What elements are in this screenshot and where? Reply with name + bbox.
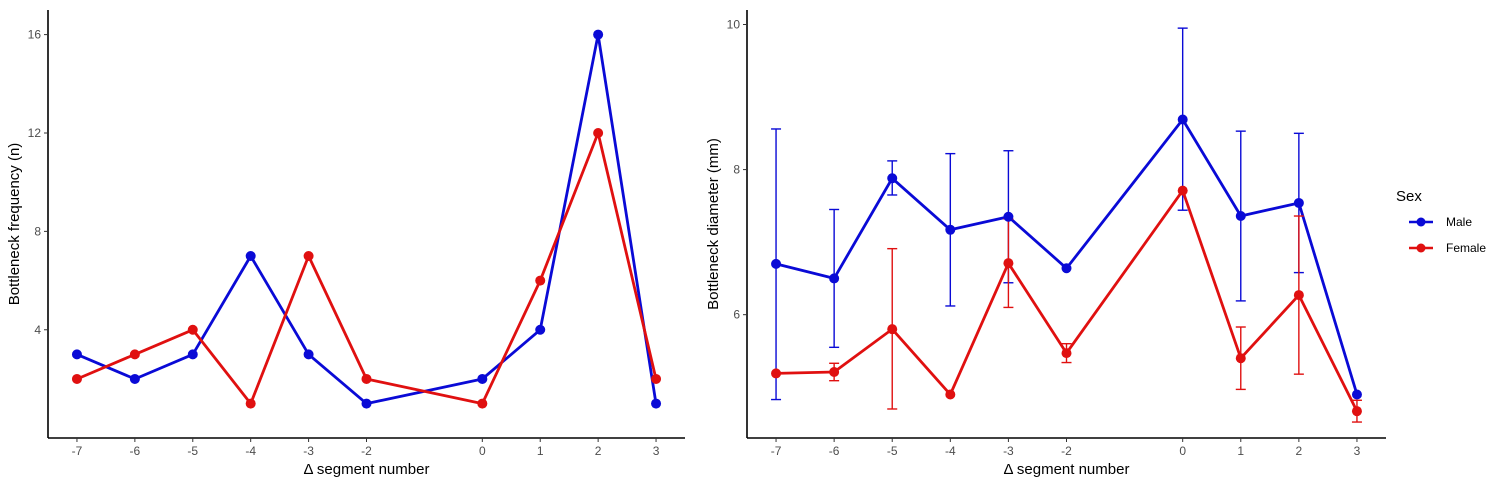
x-tick-label: -7 bbox=[72, 444, 83, 458]
data-point-male bbox=[129, 373, 140, 384]
x-tick-label: -3 bbox=[303, 444, 314, 458]
x-tick-label: -6 bbox=[130, 444, 141, 458]
data-point-female bbox=[245, 398, 256, 409]
series-line-male bbox=[775, 118, 1359, 395]
data-point-female bbox=[1003, 258, 1014, 269]
x-tick-label: 2 bbox=[595, 444, 602, 458]
data-point-female bbox=[1061, 348, 1072, 359]
y-tick-label: 10 bbox=[727, 18, 741, 32]
data-point-female bbox=[187, 324, 198, 335]
data-point-female bbox=[361, 373, 372, 384]
data-point-female bbox=[829, 366, 840, 377]
y-tick-label: 8 bbox=[34, 224, 41, 238]
data-point-female bbox=[945, 389, 956, 400]
chart-legend: Sex Male Female bbox=[1396, 188, 1486, 255]
x-tick-label: 3 bbox=[653, 444, 660, 458]
y-axis-title: Bottleneck frequency (n) bbox=[6, 143, 23, 306]
data-point-male bbox=[535, 324, 546, 335]
data-point-male bbox=[771, 258, 782, 269]
y-tick-label: 8 bbox=[733, 163, 740, 177]
data-point-female bbox=[477, 398, 488, 409]
data-point-female bbox=[71, 373, 82, 384]
data-point-female bbox=[129, 349, 140, 360]
series-line-male bbox=[76, 33, 658, 406]
x-tick-label: -4 bbox=[945, 444, 956, 458]
x-tick-label: -6 bbox=[829, 444, 840, 458]
x-tick-label: 1 bbox=[537, 444, 544, 458]
y-tick-label: 16 bbox=[28, 28, 42, 42]
x-tick-label: 0 bbox=[479, 444, 486, 458]
data-point-female bbox=[593, 127, 604, 138]
x-tick-label: 0 bbox=[1179, 444, 1186, 458]
data-point-male bbox=[71, 349, 82, 360]
series-line-female bbox=[76, 131, 658, 406]
data-point-male bbox=[245, 250, 256, 261]
data-point-male bbox=[303, 349, 314, 360]
data-point-male bbox=[1177, 114, 1188, 125]
legend-label-female: Female bbox=[1446, 241, 1486, 255]
data-point-female bbox=[535, 275, 546, 286]
data-point-male bbox=[1351, 389, 1362, 400]
x-tick-label: -5 bbox=[887, 444, 898, 458]
data-point-female bbox=[1351, 406, 1362, 417]
legend-label-male: Male bbox=[1446, 215, 1472, 229]
x-tick-label: 1 bbox=[1237, 444, 1244, 458]
data-point-male bbox=[829, 273, 840, 284]
data-point-male bbox=[651, 398, 662, 409]
legend-key-point-female bbox=[1416, 243, 1426, 253]
x-tick-label: -5 bbox=[187, 444, 198, 458]
y-tick-label: 6 bbox=[733, 308, 740, 322]
x-tick-label: -2 bbox=[361, 444, 372, 458]
data-point-male bbox=[1061, 263, 1072, 274]
legend-title: Sex bbox=[1396, 188, 1422, 205]
x-tick-label: 3 bbox=[1354, 444, 1361, 458]
y-tick-label: 4 bbox=[34, 323, 41, 337]
x-axis-title: Δ segment number bbox=[1004, 461, 1130, 478]
x-tick-label: -2 bbox=[1061, 444, 1072, 458]
x-tick-label: 2 bbox=[1296, 444, 1303, 458]
data-point-male bbox=[361, 398, 372, 409]
data-point-male bbox=[593, 29, 604, 40]
x-tick-label: -3 bbox=[1003, 444, 1014, 458]
y-axis-title: Bottleneck diameter (mm) bbox=[705, 138, 722, 310]
data-point-female bbox=[1177, 185, 1188, 196]
data-point-female bbox=[1293, 290, 1304, 301]
data-point-female bbox=[771, 368, 782, 379]
x-tick-label: -4 bbox=[245, 444, 256, 458]
x-tick-label: -7 bbox=[771, 444, 782, 458]
data-point-male bbox=[945, 224, 956, 235]
data-point-female bbox=[303, 250, 314, 261]
chart-panel-bottleneck-diameter: -7 -6 -5 -4 -3 -2 0 1 2 3 6 8 10 Δ segment number Bott… bbox=[705, 10, 1386, 478]
data-point-male bbox=[477, 373, 488, 384]
data-point-female bbox=[1235, 353, 1246, 364]
data-point-female bbox=[651, 373, 662, 384]
y-tick-label: 12 bbox=[28, 126, 42, 140]
data-point-male bbox=[1003, 211, 1014, 222]
data-point-male bbox=[1293, 197, 1304, 208]
x-axis-title: Δ segment number bbox=[304, 461, 430, 478]
data-point-male bbox=[187, 349, 198, 360]
data-point-female bbox=[887, 324, 898, 335]
legend-key-point-male bbox=[1416, 217, 1426, 227]
series-line-female bbox=[775, 189, 1359, 412]
data-point-male bbox=[887, 173, 898, 184]
data-point-male bbox=[1235, 211, 1246, 222]
